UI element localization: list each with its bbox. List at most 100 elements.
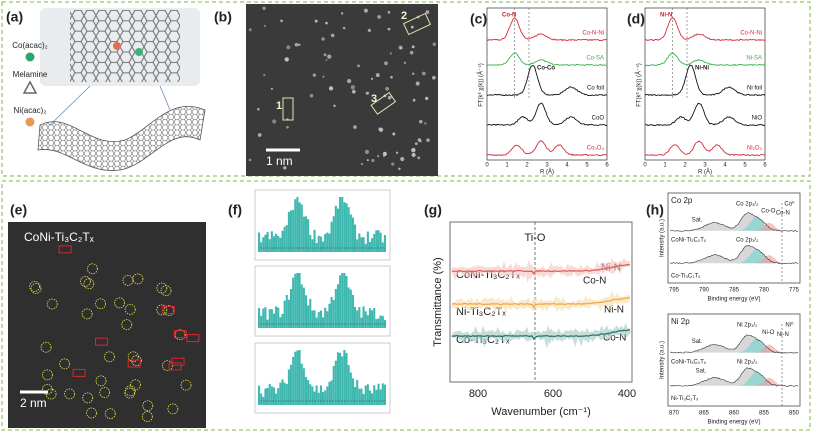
atom-dot xyxy=(417,156,421,160)
marker-circle xyxy=(42,369,53,381)
trace-label: NiO xyxy=(752,116,763,122)
profile-bar xyxy=(383,384,386,405)
profile-bar xyxy=(287,369,290,405)
profile-bar xyxy=(309,298,312,328)
atom-dot xyxy=(403,61,407,65)
atom-dot xyxy=(263,73,266,77)
atom-dot xyxy=(263,24,266,27)
marker-circle xyxy=(86,407,97,419)
atom-dot xyxy=(270,87,273,90)
profile-bar xyxy=(290,289,293,328)
y-label: FT(k³ χ(k)) (Å⁻⁴) xyxy=(478,63,485,107)
profile-bar xyxy=(266,231,269,252)
atom-dot xyxy=(272,119,277,124)
x-tick-label: 865 xyxy=(699,411,710,417)
marker-circle xyxy=(95,375,107,387)
profile-bar xyxy=(277,307,280,328)
atom-dot xyxy=(421,71,426,76)
profile-bar xyxy=(375,230,378,252)
profile-bar xyxy=(294,199,297,252)
profile-bar xyxy=(330,380,333,405)
ni-icon xyxy=(25,117,35,127)
atom-dot xyxy=(353,125,357,129)
marker-circle xyxy=(180,379,192,391)
profile-bar xyxy=(379,389,382,405)
peak-label: Ni⁰ xyxy=(785,322,794,329)
x-label: R (Å) xyxy=(698,169,712,176)
marker-circle xyxy=(64,388,75,400)
peak-label: Co-N xyxy=(603,333,626,344)
profile-bar xyxy=(354,386,357,405)
profile-bar xyxy=(343,350,346,405)
x-tick-label: 0 xyxy=(485,163,489,169)
profile-bar xyxy=(383,234,386,252)
profile-bar xyxy=(281,230,284,252)
peak-label: Ni 2p₃/₂ xyxy=(737,359,758,365)
panel-label: (f) xyxy=(228,202,242,218)
profile-bar xyxy=(360,317,363,328)
x-label: Wavenumber (cm⁻¹) xyxy=(491,406,591,418)
atom-dot xyxy=(412,98,416,102)
legend-text: Ni(acac)₂ xyxy=(14,106,47,115)
atom-dot xyxy=(425,10,430,15)
profile-bar xyxy=(262,237,265,252)
atom-dot xyxy=(257,133,262,137)
peak-label: Co-O xyxy=(761,209,776,215)
trace xyxy=(486,102,608,127)
profile-bar xyxy=(311,386,314,405)
marker-circle xyxy=(127,351,139,363)
profile-bar xyxy=(302,368,305,405)
panel-label: (e) xyxy=(10,202,27,218)
profile-bar xyxy=(366,384,369,405)
profile-bar xyxy=(356,379,359,405)
atom-dot xyxy=(400,156,405,162)
panel-h: (h) Co 2p Intensity (a.u.) Binding energy … xyxy=(646,192,801,426)
x-tick-label: 775 xyxy=(789,288,800,294)
profile-bar xyxy=(341,273,344,328)
x-tick-label: 4 xyxy=(565,163,569,169)
profile-bar xyxy=(368,390,372,405)
marker-circle xyxy=(80,276,91,287)
profile-bar xyxy=(281,379,284,405)
atom-dot xyxy=(365,91,369,95)
profile-bar xyxy=(351,294,354,328)
profile-bar xyxy=(345,352,348,405)
trace-label: Ni₂O₃ xyxy=(747,146,763,152)
marker-box xyxy=(95,337,108,346)
x-tick-label: 785 xyxy=(729,288,740,294)
profile-bar xyxy=(290,364,293,405)
atom-dot xyxy=(298,43,301,47)
marker-circle xyxy=(130,379,141,391)
profile-bar xyxy=(319,385,322,405)
profile-bar xyxy=(351,378,354,405)
profile-bar xyxy=(275,233,278,252)
atom-dot xyxy=(366,159,369,162)
atom-dot xyxy=(387,95,392,100)
profile-bar xyxy=(371,393,374,405)
trace xyxy=(644,17,766,42)
marker-circle xyxy=(156,304,168,316)
x-tick-label: 1 xyxy=(663,163,667,169)
profile-bar xyxy=(362,393,365,405)
atom-dot xyxy=(411,147,416,153)
profile-bar xyxy=(290,210,293,252)
profile-bar xyxy=(268,239,271,252)
trace-shade xyxy=(450,323,632,349)
stem-image xyxy=(246,4,438,176)
profile-bar xyxy=(347,287,350,328)
x-tick-label: 1 xyxy=(505,163,509,169)
profile-bar xyxy=(270,309,273,328)
atom xyxy=(135,48,143,56)
atom-dot xyxy=(357,64,360,68)
profile-bar xyxy=(307,305,310,328)
axes xyxy=(644,7,766,161)
x-tick-label: 6 xyxy=(605,163,609,169)
trace xyxy=(644,64,766,97)
trace-label: Co-SA xyxy=(586,56,604,62)
peak-label: Ni-O xyxy=(762,330,775,336)
xps-title: Ni 2p xyxy=(671,317,690,326)
peak-label: Ni-N xyxy=(777,332,789,338)
marker-circle xyxy=(156,282,168,294)
atom-dot xyxy=(370,77,374,80)
profile-bar xyxy=(279,317,282,328)
